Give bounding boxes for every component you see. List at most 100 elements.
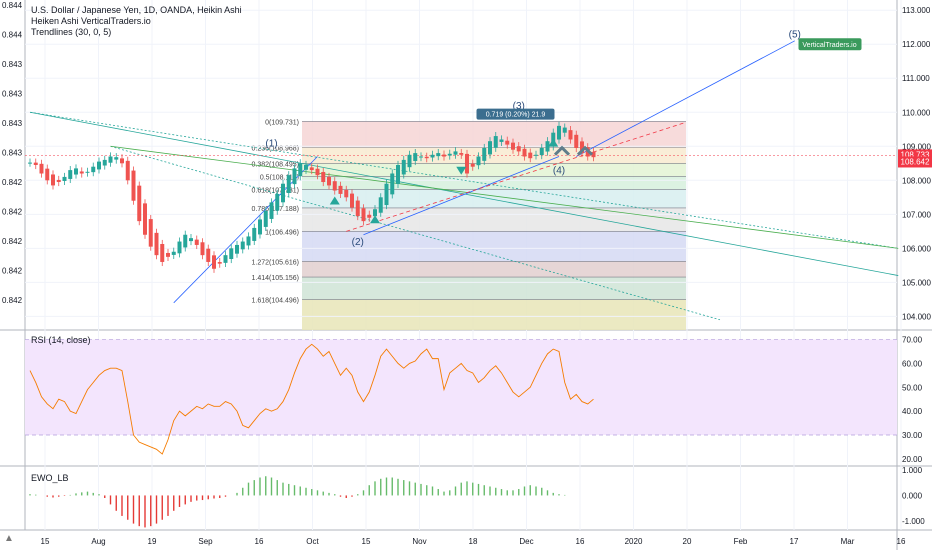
candle — [74, 168, 78, 175]
candle — [344, 189, 349, 198]
candle — [97, 161, 101, 170]
candle — [401, 159, 406, 175]
trendline-dashed — [346, 122, 686, 232]
candle — [315, 168, 320, 176]
rsi-line — [29, 343, 594, 455]
candle — [419, 156, 423, 158]
time-axis-tick-label: 18 — [469, 537, 478, 546]
left-axis-tick-label: 0.843 — [2, 119, 23, 128]
candle — [367, 214, 372, 218]
candle — [154, 232, 159, 256]
candle — [390, 173, 395, 195]
fib-zone — [302, 189, 686, 208]
candle — [396, 165, 400, 184]
ewo-pane-label[interactable]: EWO_LB — [31, 473, 69, 483]
candle — [459, 153, 464, 155]
candle — [470, 163, 475, 167]
candle — [229, 248, 234, 260]
left-axis-tick-label: 0.842 — [2, 296, 23, 305]
fib-zone — [302, 207, 686, 232]
candle — [430, 154, 435, 158]
candle — [447, 153, 452, 156]
rsi-axis-tick-label: 20.00 — [902, 455, 923, 464]
candle — [534, 154, 538, 156]
candle — [292, 168, 297, 185]
candle — [557, 125, 561, 140]
time-axis-tick-label: Mar — [841, 537, 855, 546]
ewo-axis-tick-label: -1.000 — [902, 517, 925, 526]
time-axis-tick-label: Aug — [91, 537, 105, 546]
candle — [407, 154, 412, 168]
buy-arrow-icon — [370, 215, 380, 224]
indicator-label-heiken[interactable]: Heiken Ashi VerticalTraders.io — [31, 16, 151, 26]
left-axis-tick-label: 0.842 — [2, 267, 23, 276]
candle — [171, 251, 176, 255]
indicator-label-trendlines[interactable]: Trendlines (30, 0, 5) — [31, 27, 112, 37]
buy-arrow-icon — [548, 138, 559, 147]
candle — [321, 171, 326, 183]
time-axis-tick-label: 15 — [362, 537, 371, 546]
time-axis-tick-label: 20 — [683, 537, 692, 546]
candle — [263, 210, 268, 227]
chevron-up-icon — [576, 145, 594, 156]
candle — [91, 166, 96, 173]
candle — [258, 219, 262, 235]
candle — [488, 141, 492, 155]
candle — [511, 142, 515, 150]
candle — [120, 158, 124, 164]
candle — [102, 159, 107, 166]
candle — [275, 193, 280, 211]
candle — [114, 157, 119, 160]
fib-zone — [302, 299, 686, 330]
candle — [177, 241, 182, 254]
candle — [56, 179, 61, 183]
time-axis-tick-label: Oct — [306, 537, 319, 546]
candle — [522, 148, 527, 157]
trendline-up — [363, 156, 560, 236]
trendline-down-dashed — [29, 111, 899, 249]
candle — [545, 141, 550, 152]
fib-zone — [302, 261, 686, 278]
wave-label: (4) — [553, 166, 565, 177]
symbol-title[interactable]: U.S. Dollar / Japanese Yen, 1D, OANDA, H… — [31, 5, 242, 15]
candle — [85, 171, 90, 173]
candle — [580, 141, 584, 154]
candle — [332, 181, 337, 191]
left-axis-tick-label: 0.843 — [2, 149, 23, 158]
candle — [183, 234, 188, 248]
rsi-axis-tick-label: 30.00 — [902, 431, 923, 440]
wave-label: (2) — [352, 237, 364, 248]
buy-arrow-icon — [329, 196, 340, 205]
candle — [217, 262, 222, 264]
current-price-text: 108.642 — [901, 157, 930, 166]
rsi-pane-label[interactable]: RSI (14, close) — [31, 335, 91, 345]
current-price-text: 108.733 — [901, 150, 930, 159]
candle — [166, 252, 170, 257]
fib-level-label: 0.382(108.495) — [252, 161, 299, 168]
left-axis-tick-label: 0.842 — [2, 237, 23, 246]
candle — [45, 168, 50, 181]
time-axis-tick-label: 2020 — [625, 537, 643, 546]
tradingview-logo-icon: ▲ — [4, 533, 14, 544]
fib-level-label: 1.414(105.156) — [252, 275, 299, 282]
trendline-down — [29, 111, 899, 276]
candle — [200, 242, 205, 256]
candle — [194, 239, 199, 245]
rsi-axis-tick-label: 40.00 — [902, 407, 923, 416]
candle — [108, 156, 113, 163]
rsi-band — [25, 339, 897, 435]
current-price-badge — [898, 156, 932, 168]
time-axis-tick-label: Sep — [198, 537, 213, 546]
candle — [528, 152, 533, 159]
candle — [562, 127, 567, 133]
candle — [568, 130, 573, 140]
candle — [309, 167, 314, 171]
candle — [131, 170, 136, 201]
time-axis-tick-label: 15 — [41, 537, 50, 546]
candle — [39, 163, 44, 174]
candle — [384, 183, 389, 206]
candle — [51, 174, 55, 186]
candle — [28, 162, 32, 164]
